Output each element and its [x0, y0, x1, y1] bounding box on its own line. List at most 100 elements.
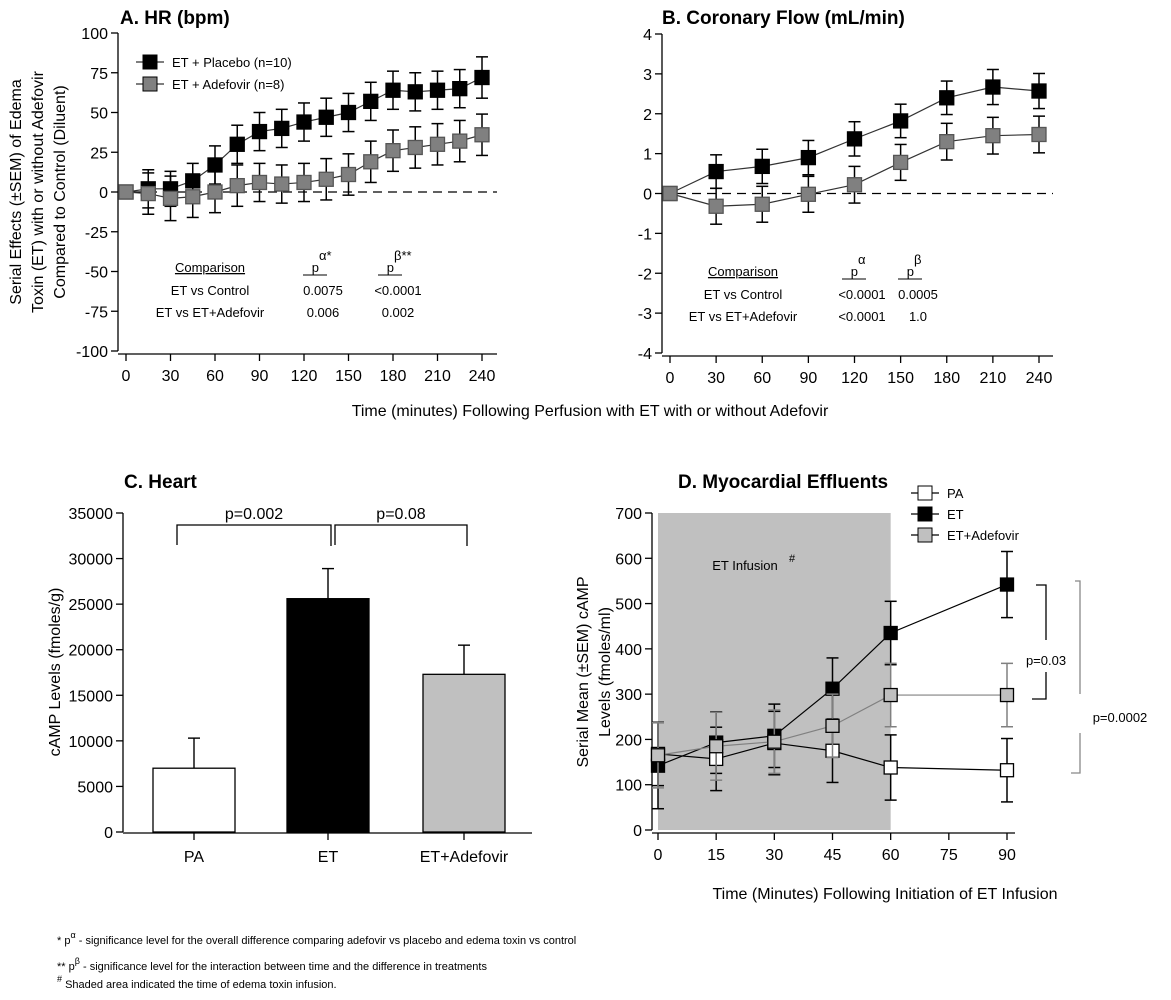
series-et-adefovir-n-8- — [118, 113, 490, 222]
data-point-marker — [229, 136, 245, 152]
x-tick-label: 120 — [841, 370, 868, 387]
legend-marker — [917, 527, 933, 543]
data-point-marker — [118, 184, 134, 200]
footnote: # Shaded area indicated the time of edem… — [57, 974, 337, 991]
data-point-marker — [207, 184, 223, 200]
data-point-marker — [251, 123, 268, 140]
data-point-marker — [251, 174, 268, 191]
x-tick-label: 150 — [335, 368, 362, 385]
stats-row-value: <0.0001 — [838, 287, 885, 302]
y-axis-label: Toxin (ET) with or without Adefovir — [30, 70, 47, 313]
data-point-marker — [385, 143, 401, 159]
data-point-marker — [800, 186, 817, 202]
legend-label: ET + Adefovir (n=8) — [172, 77, 285, 92]
y-tick-label: 25 — [90, 145, 108, 162]
stats-header-superscript: α — [858, 252, 866, 267]
data-point-marker — [892, 113, 909, 129]
x-tick-label: 30 — [765, 847, 783, 864]
x-tick-label: 150 — [887, 370, 914, 387]
data-point-marker — [296, 174, 312, 191]
x-axis-label: Time (Minutes) Following Initiation of E… — [712, 886, 1057, 903]
shaded-region-superscript: # — [789, 553, 796, 565]
y-tick-label: 20000 — [69, 643, 114, 660]
x-tick-label: 45 — [824, 847, 842, 864]
data-point-marker — [708, 163, 724, 180]
y-tick-label: 0 — [99, 185, 108, 202]
data-point-marker — [985, 128, 1001, 144]
data-point-marker — [407, 84, 423, 100]
chart-title: D. Myocardial Effluents — [678, 472, 888, 493]
legend-marker — [917, 506, 933, 522]
panel-b-coronary-flow-chart: B. Coronary Flow (mL/min) -4 -3 -2 -1 0 1 2 3 4 0 3… — [638, 8, 1053, 387]
y-axis-label: Levels (fmoles/ml) — [597, 607, 614, 737]
y-tick-label: 30000 — [69, 552, 114, 569]
stats-row-value: 0.0005 — [898, 287, 938, 302]
legend-marker — [917, 485, 933, 501]
significance-bracket: p=0.002 — [176, 506, 332, 546]
series-line — [657, 742, 1008, 771]
x-tick-label: 60 — [882, 847, 900, 864]
bracket-line — [176, 524, 332, 546]
y-tick-label: 1 — [643, 147, 652, 164]
stats-row-value: 1.0 — [909, 309, 927, 324]
y-tick-label: 0 — [633, 823, 642, 840]
x-tick-label: 0 — [122, 368, 131, 385]
shared-x-axis-label: Time (minutes) Following Perfusion with … — [352, 403, 829, 420]
series-line — [657, 694, 1007, 756]
y-tick-label: 25000 — [69, 597, 114, 614]
y-tick-label: 35000 — [69, 506, 114, 523]
y-tick-label: 0 — [104, 825, 113, 842]
y-tick-label: 0 — [643, 187, 652, 204]
y-axis-label: Compared to Control (Diluent) — [52, 85, 69, 298]
legend-label: ET — [947, 507, 964, 522]
stats-row-label: ET vs Control — [171, 283, 250, 298]
legend-marker — [142, 76, 158, 92]
x-tick-label: 30 — [162, 368, 180, 385]
stats-header-superscript: β** — [394, 248, 412, 263]
footnote-superscript: # — [57, 974, 62, 984]
data-point-marker — [846, 177, 863, 193]
bar-et — [286, 598, 370, 833]
data-point-marker — [846, 131, 863, 147]
data-point-marker — [939, 134, 955, 150]
x-tick-label: 240 — [1026, 370, 1053, 387]
data-point-marker — [140, 185, 156, 202]
y-tick-label: 5000 — [77, 779, 113, 796]
legend-label: ET + Placebo (n=10) — [172, 55, 292, 70]
stats-header-p: p — [851, 264, 858, 279]
stats-row-value: 0.0075 — [303, 283, 343, 298]
data-point-marker — [363, 154, 379, 170]
x-tick-label: 90 — [998, 847, 1016, 864]
bar-pa — [152, 767, 236, 833]
panel-a-hr-chart: A. HR (bpm) Serial Effects (±SEM) of Edem… — [8, 8, 497, 385]
y-tick-label: 100 — [81, 26, 108, 43]
data-point-marker — [999, 577, 1015, 592]
data-point-marker — [474, 127, 490, 143]
data-point-marker — [825, 718, 840, 733]
x-tick-label: 90 — [251, 368, 269, 385]
data-point-marker — [207, 157, 223, 173]
data-point-marker — [985, 79, 1001, 95]
y-tick-label: -3 — [638, 306, 652, 323]
x-tick-label: 90 — [799, 370, 817, 387]
chart-title: C. Heart — [124, 472, 198, 493]
panel-d-myocardial-effluents-chart: ET Infusion # D. Myocardial Effluents Seria… — [575, 472, 1147, 903]
et-infusion-shaded-region — [658, 513, 891, 830]
x-tick-label: 75 — [940, 847, 958, 864]
y-tick-label: 10000 — [69, 734, 114, 751]
x-tick-label: 60 — [753, 370, 771, 387]
data-point-marker — [318, 171, 334, 187]
data-point-marker — [274, 120, 290, 137]
y-tick-label: 50 — [90, 106, 108, 123]
data-point-marker — [650, 748, 666, 763]
data-point-marker — [340, 104, 357, 121]
x-category-label: PA — [184, 849, 204, 866]
bracket-line — [1071, 733, 1081, 774]
data-point-marker — [274, 176, 290, 192]
y-axis-label: Serial Mean (±SEM) cAMP — [575, 576, 592, 767]
data-point-marker — [825, 681, 840, 696]
y-tick-label: -1 — [638, 226, 652, 243]
data-point-marker — [474, 69, 490, 86]
data-point-marker — [939, 90, 955, 106]
